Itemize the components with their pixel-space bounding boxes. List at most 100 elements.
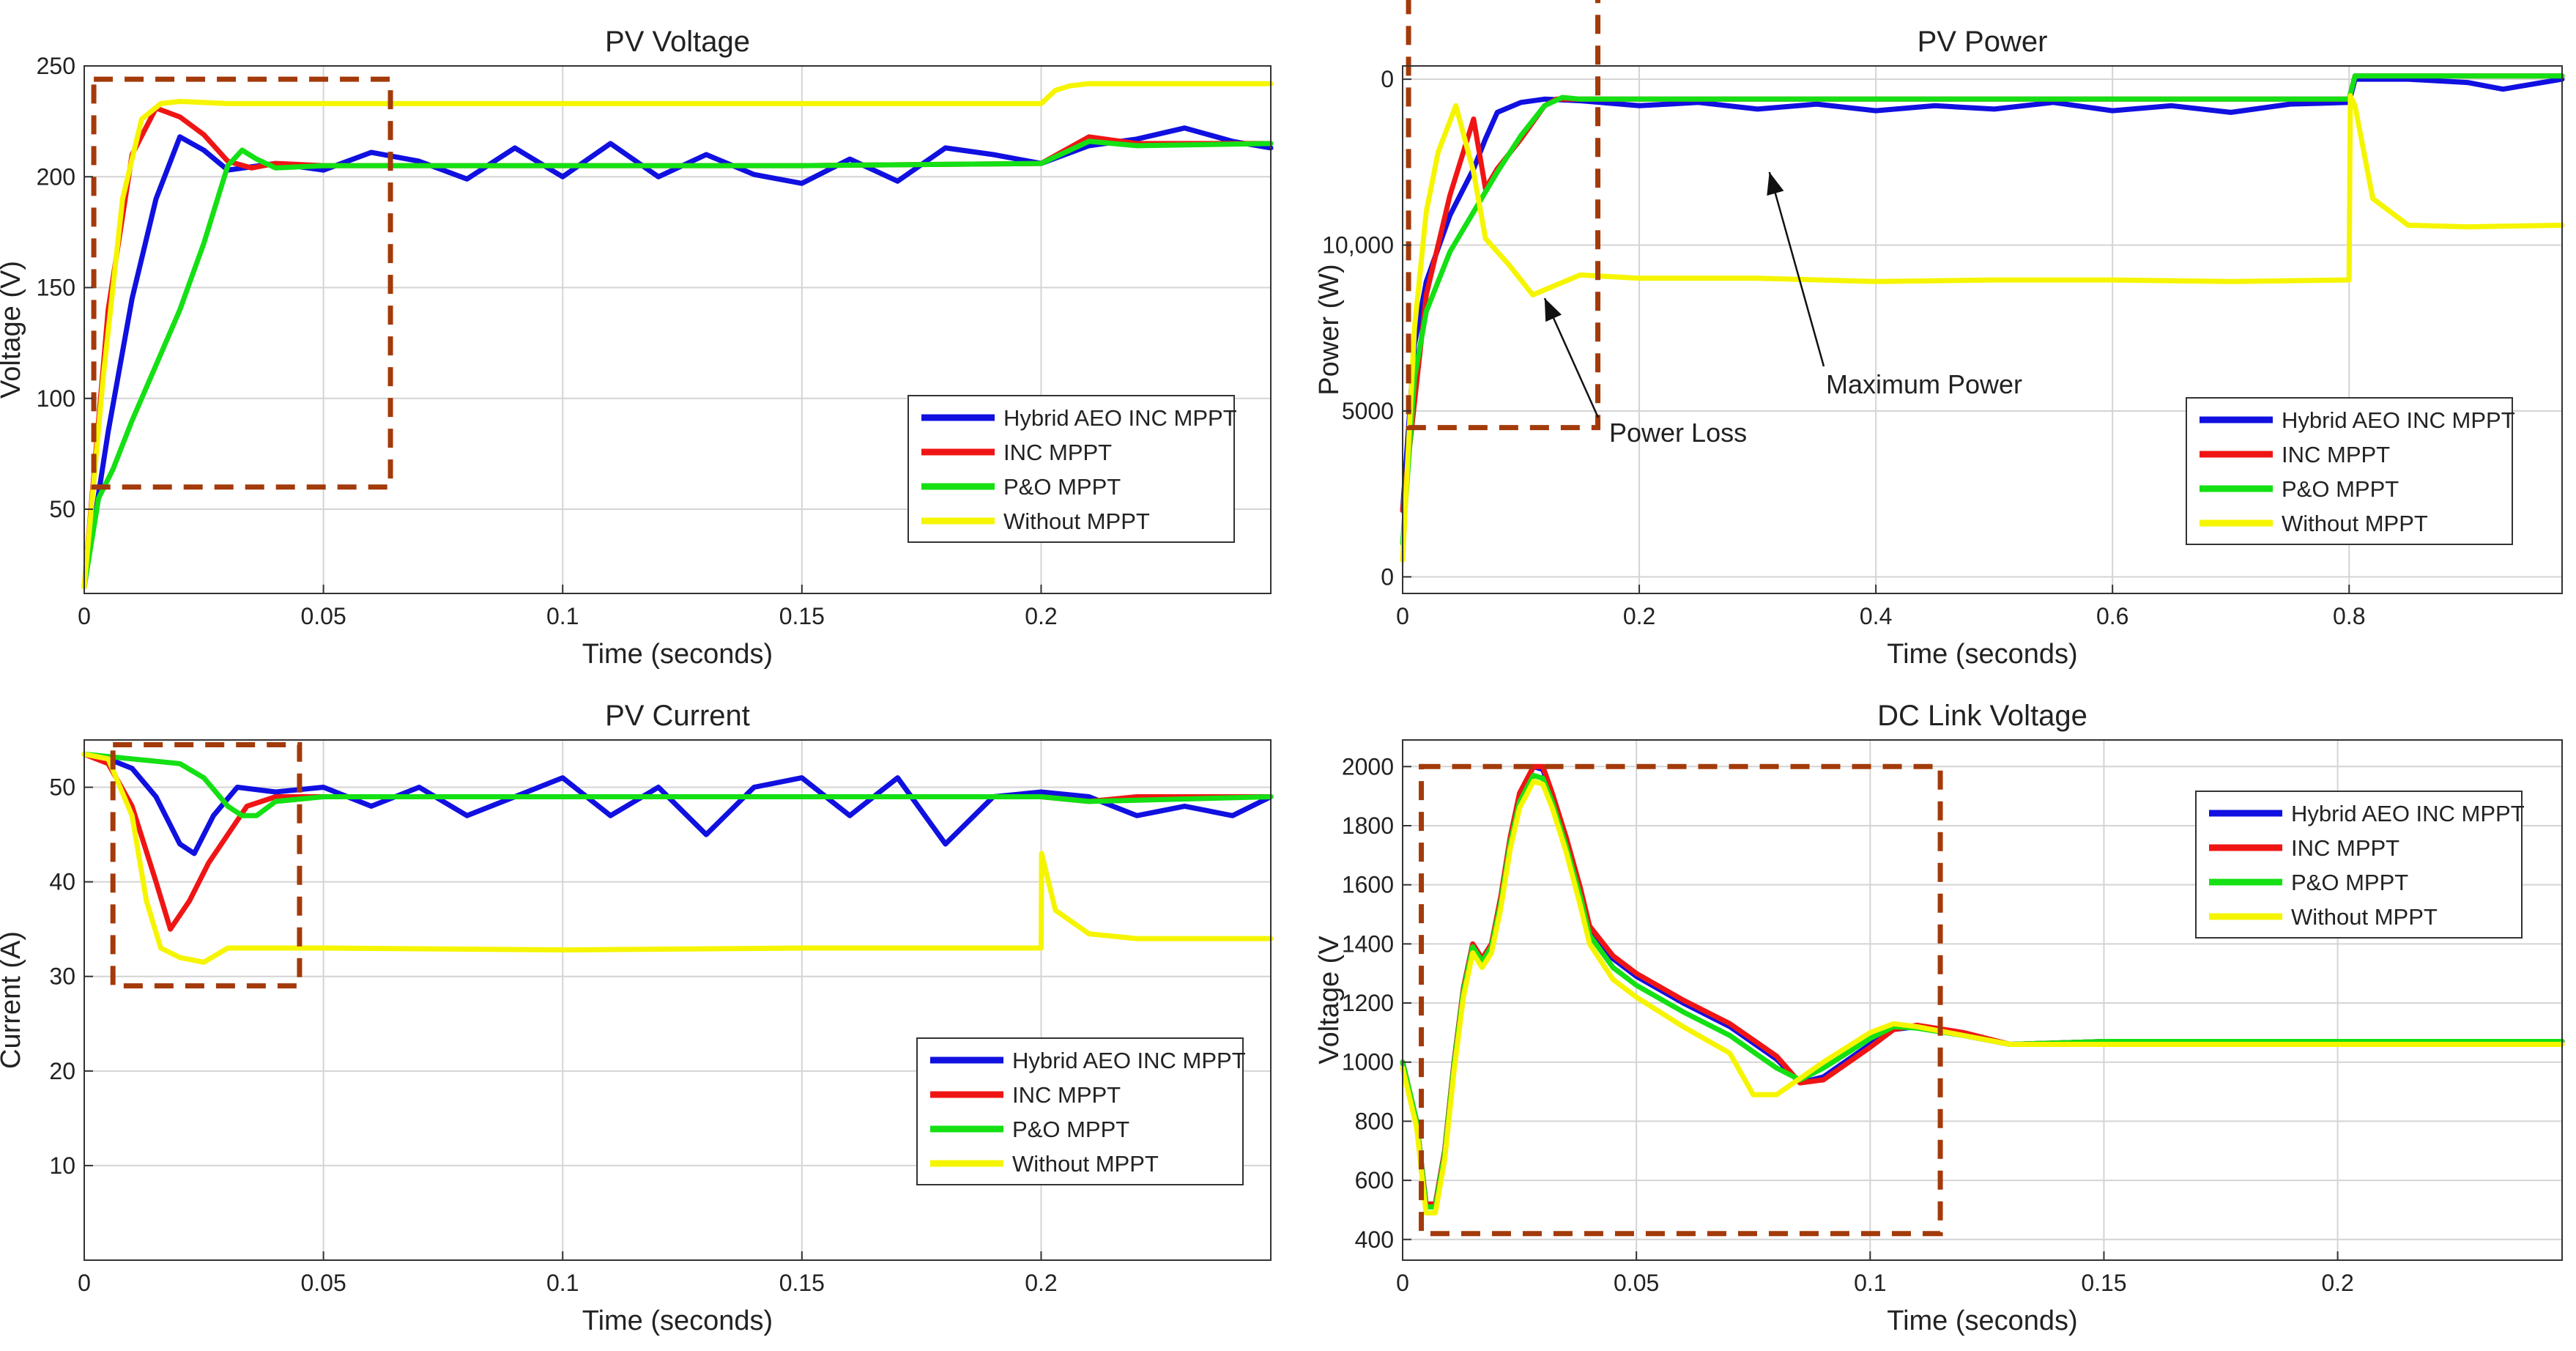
x-tick-label: 0 <box>1396 603 1409 629</box>
x-tick-label: 0.2 <box>1623 603 1655 629</box>
arrow-head-icon <box>1767 171 1784 196</box>
x-axis-label: Time (seconds) <box>582 639 773 670</box>
y-tick-label: 1200 <box>1342 990 1394 1016</box>
axes-frame <box>83 739 1272 1261</box>
legend-label: INC MPPT <box>2282 442 2390 467</box>
x-axis-label: Time (seconds) <box>582 1306 773 1336</box>
highlight-box <box>91 76 393 490</box>
y-tick-label: 600 <box>1355 1167 1394 1193</box>
chart-title: DC Link Voltage <box>1877 700 2087 732</box>
x-tick-label: 0.4 <box>1860 603 1892 629</box>
legend-label: Hybrid AEO INC MPPT <box>2291 801 2525 826</box>
legend: Hybrid AEO INC MPPT INC MPPT P&O MPPT Witho… <box>907 395 1237 543</box>
y-tick-label: 10,000 <box>1322 232 1394 259</box>
x-tick-label: 0.05 <box>300 603 346 629</box>
dc-link-voltage-chart: 0 0.05 0.1 0.15 0.2 400 600 800 1000 1200 1400 1600… <box>1314 700 2565 1336</box>
annotation-arrow-line <box>1768 171 1825 367</box>
highlight-box <box>1406 0 1601 431</box>
axes-frame <box>83 65 1272 594</box>
axes-frame <box>1402 65 2563 594</box>
series-line-without <box>81 751 1274 965</box>
legend-label: P&O MPPT <box>1003 474 1121 500</box>
y-axis-label: Power (W) <box>1314 264 1345 395</box>
series-line-without <box>81 81 1274 590</box>
series-line-po <box>1400 73 2565 547</box>
annotation: Power Loss <box>1543 297 1747 448</box>
x-tick-label: 0.6 <box>2096 603 2128 629</box>
legend-label: P&O MPPT <box>2291 870 2408 895</box>
x-tick-label: 0.1 <box>1854 1270 1886 1296</box>
legend-label: Without MPPT <box>2291 904 2438 930</box>
y-tick-label: 10 <box>49 1152 75 1179</box>
y-tick-label: 200 <box>37 163 75 190</box>
annotation: Maximum Power <box>1767 171 2022 399</box>
x-tick-label: 0.15 <box>779 1270 825 1296</box>
y-tick-label: 150 <box>37 275 75 301</box>
legend-label: Hybrid AEO INC MPPT <box>2282 407 2515 433</box>
legend: Hybrid AEO INC MPPT INC MPPT P&O MPPT Witho… <box>2195 791 2525 939</box>
legend-label: INC MPPT <box>1012 1082 1121 1108</box>
legend-label: P&O MPPT <box>1012 1117 1129 1142</box>
y-tick-label: 1000 <box>1342 1049 1394 1076</box>
x-tick-label: 0.2 <box>1025 1270 1057 1296</box>
y-tick-label: 100 <box>37 385 75 412</box>
arrow-head-icon <box>1544 297 1562 322</box>
series-line-without <box>1400 93 2565 563</box>
legend-label: Hybrid AEO INC MPPT <box>1003 405 1237 431</box>
x-tick-label: 0 <box>78 1270 91 1296</box>
chart-title: PV Voltage <box>605 26 750 58</box>
legend-label: INC MPPT <box>2291 835 2399 861</box>
x-tick-label: 0.05 <box>1614 1270 1659 1296</box>
legend-label: INC MPPT <box>1003 440 1112 465</box>
y-tick-label: 1600 <box>1342 872 1394 898</box>
y-tick-label: 0 <box>1381 563 1394 590</box>
x-tick-label: 0.2 <box>1025 603 1057 629</box>
y-axis-label: Current (A) <box>0 931 26 1069</box>
chart-title: PV Power <box>1918 26 2048 58</box>
highlight-box <box>1419 763 1943 1237</box>
x-axis-label: Time (seconds) <box>1887 1306 2077 1336</box>
x-tick-label: 0.15 <box>2081 1270 2126 1296</box>
y-tick-label: 800 <box>1355 1108 1394 1134</box>
x-axis-label: Time (seconds) <box>1887 639 2077 670</box>
x-tick-label: 0.2 <box>2321 1270 2353 1296</box>
series-line-po <box>81 138 1274 590</box>
x-tick-label: 0.05 <box>300 1270 346 1296</box>
legend-label: Without MPPT <box>1012 1151 1159 1177</box>
axes-frame <box>1402 739 2563 1261</box>
y-tick-label: 400 <box>1355 1226 1394 1253</box>
y-tick-label: 40 <box>49 869 75 895</box>
x-tick-label: 0 <box>78 603 91 629</box>
y-tick-label: 1400 <box>1342 930 1394 957</box>
legend: Hybrid AEO INC MPPT INC MPPT P&O MPPT Witho… <box>2186 397 2515 545</box>
y-tick-label: 50 <box>49 496 75 522</box>
highlight-box <box>110 741 302 989</box>
y-axis-label: Voltage (V) <box>0 261 26 399</box>
pv-voltage-chart: 0 0.05 0.1 0.15 0.2 50 100 150 200 250 PV Voltage T… <box>0 26 1274 670</box>
series-line-po <box>81 751 1274 818</box>
y-tick-label: 30 <box>49 963 75 990</box>
y-tick-label: 0 <box>1381 66 1394 92</box>
y-tick-label: 250 <box>37 53 75 79</box>
pv-current-chart: 0 0.05 0.1 0.15 0.2 10 20 30 40 50 PV Current Time … <box>0 700 1274 1336</box>
legend: Hybrid AEO INC MPPT INC MPPT P&O MPPT Witho… <box>916 1037 1246 1185</box>
annotation-label: Maximum Power <box>1826 369 2022 399</box>
x-tick-label: 0 <box>1396 1270 1409 1296</box>
legend-label: Hybrid AEO INC MPPT <box>1012 1048 1246 1073</box>
x-tick-label: 0.1 <box>546 1270 579 1296</box>
y-tick-label: 5000 <box>1342 398 1394 424</box>
series-line-without <box>1400 779 2565 1215</box>
x-tick-label: 0.1 <box>546 603 579 629</box>
legend-label: P&O MPPT <box>2282 476 2399 502</box>
x-tick-label: 0.15 <box>779 603 825 629</box>
y-tick-label: 1800 <box>1342 813 1394 839</box>
y-tick-label: 50 <box>49 774 75 801</box>
y-axis-label: Voltage (V <box>1314 936 1345 1065</box>
y-tick-label: 20 <box>49 1058 75 1084</box>
chart-title: PV Current <box>605 700 750 732</box>
legend-label: Without MPPT <box>2282 511 2428 536</box>
y-tick-label: 2000 <box>1342 753 1394 780</box>
legend-label: Without MPPT <box>1003 508 1150 534</box>
